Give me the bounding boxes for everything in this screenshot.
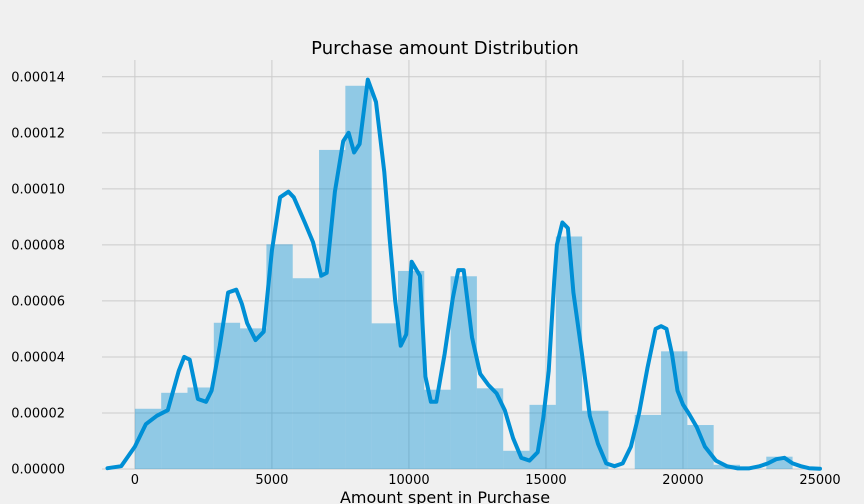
histogram-bar-1 — [161, 392, 188, 469]
histogram-bar-8 — [345, 85, 372, 469]
gridlines — [102, 60, 821, 470]
histogram-bar-19 — [634, 414, 662, 469]
y-tick-label-4: 0.00008 — [11, 238, 65, 253]
histogram-bar-4 — [240, 328, 267, 469]
y-tick-label-5: 0.00010 — [11, 182, 65, 197]
histogram-bar-16 — [555, 236, 583, 469]
y-tick-label-1: 0.00002 — [11, 406, 65, 421]
x-tick-label-5: 25000 — [799, 473, 840, 488]
histogram-bar-9 — [371, 323, 398, 469]
histogram-bar-14 — [503, 450, 530, 469]
histogram-bar-7 — [319, 149, 346, 470]
histogram-bar-3 — [213, 322, 241, 469]
y-tick-label-3: 0.00006 — [11, 294, 65, 309]
x-axis-label: Amount spent in Purchase — [340, 488, 550, 504]
x-tick-label-4: 20000 — [662, 473, 703, 488]
kde-curve — [105, 77, 822, 471]
histogram-bar-6 — [292, 278, 320, 469]
histogram-bar-12 — [450, 276, 477, 469]
y-tick-label-0: 0.00000 — [11, 463, 65, 478]
x-tick-label-2: 10000 — [388, 473, 429, 488]
y-tick-label-7: 0.00014 — [11, 70, 65, 85]
x-tick-label-1: 5000 — [255, 473, 288, 488]
chart-title: Purchase amount Distribution — [311, 38, 579, 59]
y-tick-label-6: 0.00012 — [11, 126, 65, 141]
kde-line — [105, 77, 822, 471]
y-tick-label-2: 0.00004 — [11, 350, 65, 365]
x-tick-label-3: 15000 — [525, 473, 566, 488]
x-tick-label-0: 0 — [131, 473, 139, 488]
histogram-bars — [134, 85, 793, 470]
tick-labels: 0 5000 10000 15000 20000 25000 0.00000 0.00002 0… — [11, 70, 840, 488]
histogram-bar-5 — [266, 244, 293, 469]
